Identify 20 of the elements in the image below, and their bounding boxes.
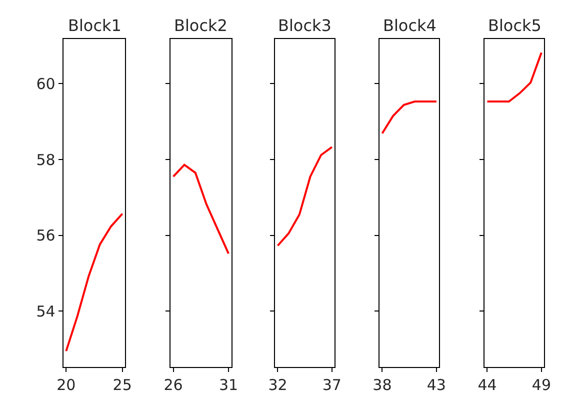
chart-title: Block4 bbox=[383, 16, 436, 35]
x-tick-label: 43 bbox=[426, 376, 446, 394]
x-tick-label: 38 bbox=[372, 376, 392, 394]
line-series bbox=[65, 212, 124, 352]
y-tick-label: 60 bbox=[36, 74, 56, 93]
y-tick-label: 56 bbox=[36, 226, 56, 245]
x-tick-label: 25 bbox=[112, 376, 132, 394]
y-tick-label: 58 bbox=[36, 150, 56, 169]
chart-title: Block2 bbox=[174, 16, 228, 35]
y-tick-label: 54 bbox=[36, 302, 56, 320]
x-tick-label: 49 bbox=[532, 376, 551, 394]
x-tick-label: 20 bbox=[56, 376, 76, 394]
x-tick-label: 37 bbox=[322, 376, 342, 394]
chart-title: Block1 bbox=[68, 16, 122, 35]
x-tick-label: 31 bbox=[218, 376, 238, 394]
x-tick-label: 44 bbox=[478, 376, 497, 394]
x-tick-label: 32 bbox=[268, 376, 288, 394]
chart-title: Block5 bbox=[488, 16, 542, 35]
x-tick-label: 26 bbox=[164, 376, 183, 394]
chart-title: Block3 bbox=[278, 16, 332, 35]
